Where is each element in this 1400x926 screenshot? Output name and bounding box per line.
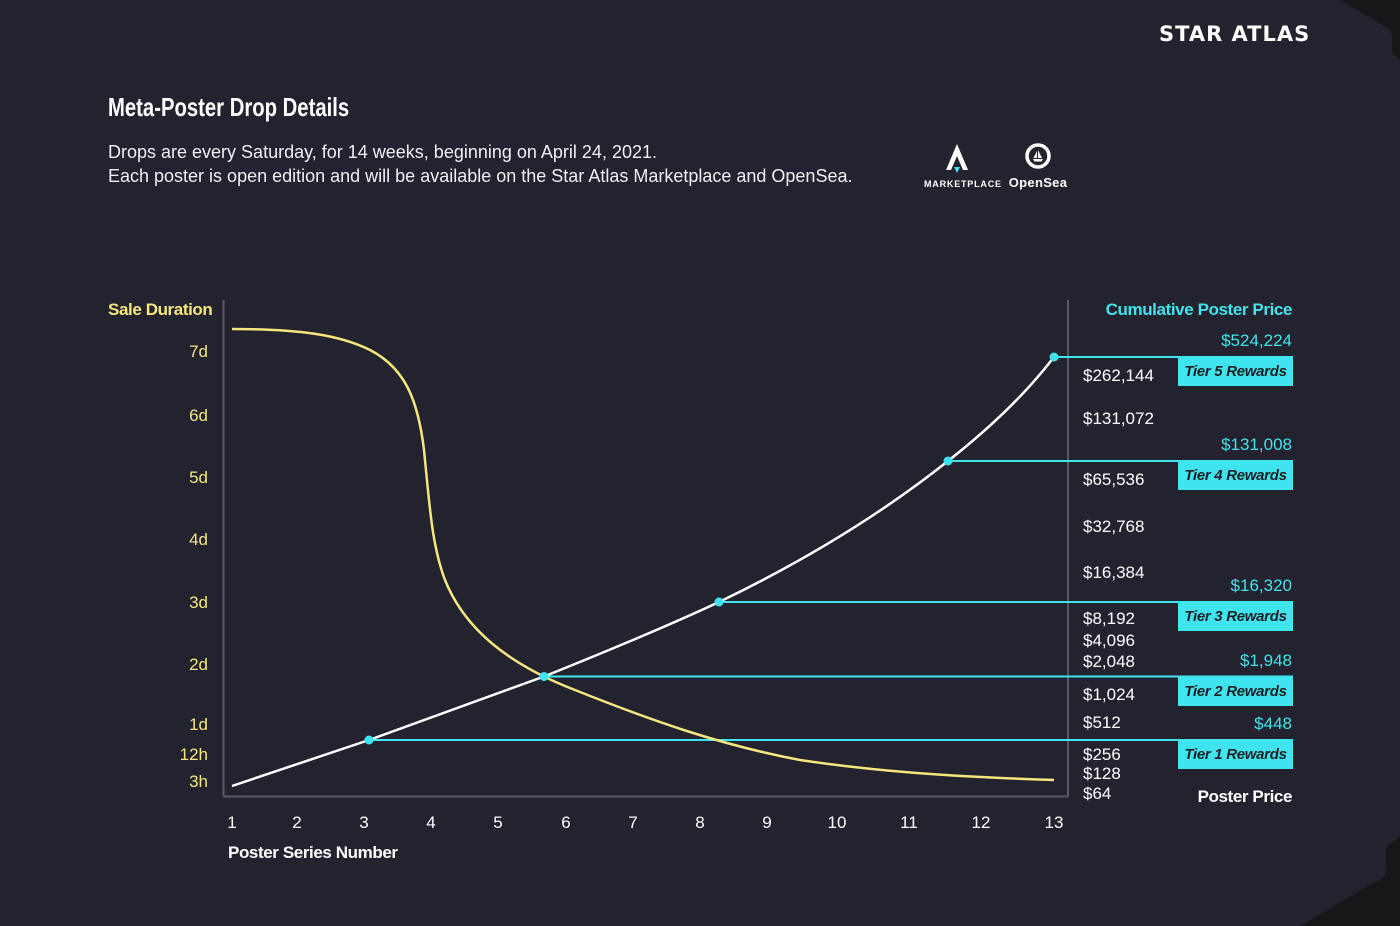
left-tick: 3d [189,593,208,612]
left-tick: 7d [189,342,208,361]
x-tick: 8 [695,813,705,832]
price-tick: $512 [1083,713,1121,732]
tier-2-dot [539,672,549,681]
price-tick: $65,536 [1083,470,1145,489]
tier-5-badge: Tier 5 Rewards [1178,357,1293,386]
price-tick: $1,024 [1083,685,1135,704]
x-tick: 2 [292,813,302,832]
price-tick: $131,072 [1083,409,1154,428]
x-tick: 10 [827,813,847,832]
price-tick: $16,384 [1083,563,1145,582]
price-tick: $256 [1083,745,1121,764]
tier-3-badge: Tier 3 Rewards [1178,602,1293,631]
left-tick: 2d [189,655,208,674]
marketplace-label: MARKETPLACE [924,179,1002,189]
sale-duration-curve [231,327,1055,782]
marketplace-a-icon [946,144,968,173]
x-tick: 11 [900,813,918,832]
subtitle-line-1: Drops are every Saturday, for 14 weeks, … [108,142,657,162]
opensea-logo[interactable]: OpenSea [1006,142,1070,190]
x-tick: 12 [971,813,991,832]
left-tick: 3h [189,772,208,791]
tier-2-cumulative: $1,948 [1240,651,1292,670]
tier-2-badge: Tier 2 Rewards [1178,677,1293,706]
price-tick: $2,048 [1083,652,1135,671]
brand-logo: STAR ATLAS [1159,22,1311,46]
left-axis-title: Sale Duration [108,300,213,319]
poster-price-curve [231,356,1055,788]
left-tick: 6d [189,406,208,425]
opensea-label: OpenSea [1008,175,1068,190]
left-tick: 4d [189,530,208,549]
left-tick: 5d [189,468,208,487]
subtitle-line-2: Each poster is open edition and will be … [108,166,853,186]
x-tick: 1 [227,813,237,832]
x-axis-title: Poster Series Number [228,843,398,862]
tier-4-dot [943,456,953,466]
tier-5-dot [1049,352,1059,362]
tier-1-cumulative: $448 [1254,714,1292,733]
page-title: Meta-Poster Drop Details [108,92,350,122]
x-tick: 5 [493,813,503,832]
price-tick: $8,192 [1083,609,1135,628]
left-tick: 1d [189,715,208,734]
x-tick: 6 [561,813,571,832]
tier-1-dot [364,735,374,745]
price-tick: $262,144 [1083,366,1154,385]
tier-1-badge: Tier 1 Rewards [1178,740,1293,769]
left-tick: 12h [179,745,208,764]
price-tick: $128 [1083,764,1121,783]
tier-4-badge: Tier 4 Rewards [1178,461,1293,490]
cumulative-price-title: Cumulative Poster Price [1105,300,1293,319]
tier-5-cumulative: $524,224 [1221,331,1292,350]
x-tick: 13 [1044,813,1064,832]
price-tick: $64 [1083,784,1112,803]
opensea-ship-icon [1025,143,1051,169]
marketplace-logo[interactable]: MARKETPLACE [924,142,1002,189]
tier-3-cumulative: $16,320 [1230,576,1292,595]
x-tick: 4 [426,813,436,832]
tier-3-dot [714,597,724,607]
price-tick: $32,768 [1083,517,1145,536]
tier-4-cumulative: $131,008 [1221,435,1292,454]
poster-price-title: Poster Price [1197,787,1293,806]
x-tick: 7 [628,813,638,832]
x-tick: 3 [359,813,369,832]
price-tick: $4,096 [1083,631,1135,650]
x-tick: 9 [762,813,772,832]
